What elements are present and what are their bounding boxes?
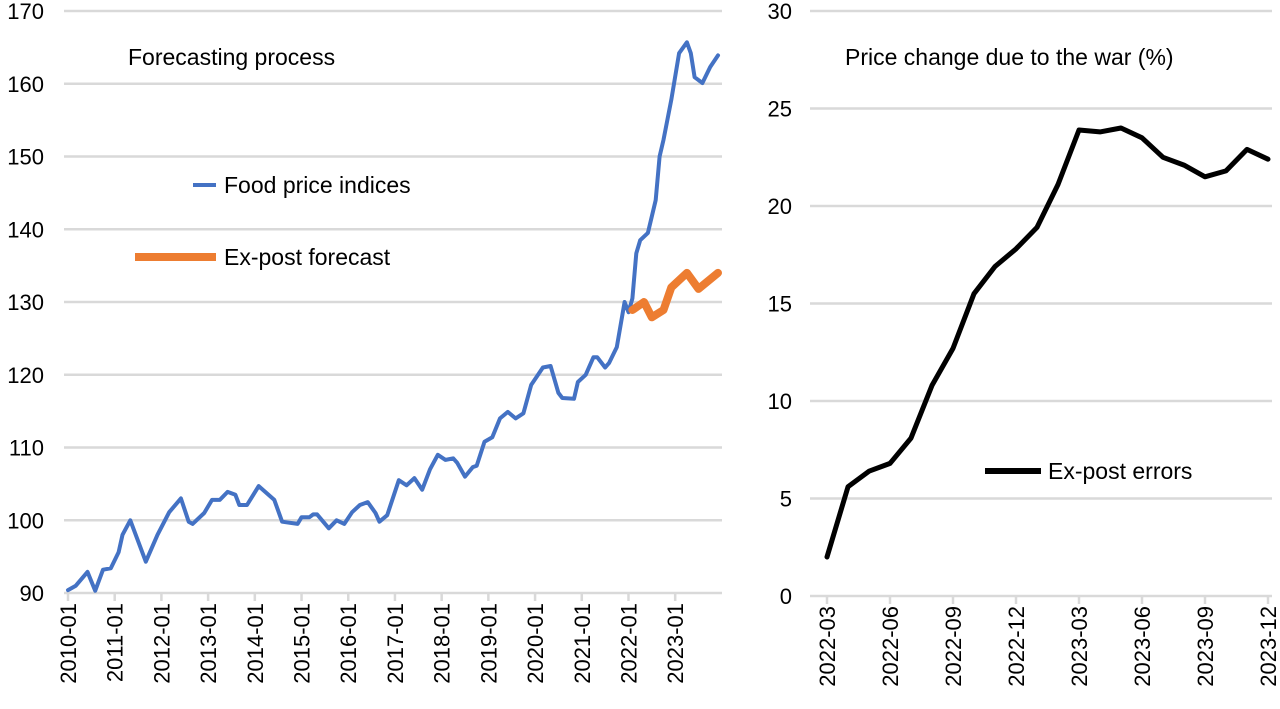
x-tick-label: 2022-09 (941, 606, 966, 687)
series-line-ex-post-errors (824, 125, 1271, 560)
x-tick-label: 2015-01 (290, 603, 315, 684)
x-tick-label: 2023-12 (1256, 606, 1280, 687)
x-tick-label: 2017-01 (383, 603, 408, 684)
y-tick-label: 25 (768, 97, 792, 122)
left-chart-title: Forecasting process (128, 44, 335, 70)
x-tick-label: 2011-01 (103, 603, 128, 682)
x-tick-label: 2012-01 (149, 603, 174, 684)
right-chart-title: Price change due to the war (%) (845, 44, 1174, 70)
y-tick-label: 100 (7, 508, 44, 533)
x-tick-label: 2023-06 (1130, 606, 1155, 687)
x-tick-label: 2010-01 (56, 603, 81, 684)
y-tick-label: 170 (7, 0, 44, 24)
series-line-food-price-indices (66, 40, 720, 593)
series-line-ex-post-forecast (628, 268, 722, 322)
x-tick-label: 2022-06 (878, 606, 903, 687)
y-tick-label: 150 (7, 145, 44, 170)
y-tick-label: 5 (780, 487, 792, 512)
x-tick-label: 2014-01 (243, 603, 268, 684)
right-panel: 0 5 10 15 20 25 30 2022-03 2022-06 2022-09 2022-12… (768, 0, 1280, 687)
y-tick-label: 30 (768, 0, 792, 24)
y-tick-label: 10 (768, 389, 792, 414)
x-tick-label: 2021-01 (570, 603, 595, 684)
x-tick-label: 2023-01 (663, 603, 688, 684)
left-panel: 90 100 110 120 130 140 150 160 170 2010-01 2011-01… (7, 0, 722, 684)
x-tick-label: 2013-01 (196, 603, 221, 684)
x-tick-label: 2022-03 (815, 606, 840, 687)
y-tick-label: 140 (7, 217, 44, 242)
x-tick-label: 2022-01 (616, 603, 641, 684)
y-tick-label: 130 (7, 290, 44, 315)
y-tick-label: 15 (768, 292, 792, 317)
x-tick-label: 2016-01 (336, 603, 361, 684)
y-tick-label: 0 (780, 584, 792, 609)
x-tick-label: 2023-03 (1067, 606, 1092, 687)
legend-label-errors: Ex-post errors (1048, 458, 1192, 484)
x-tick-label: 2020-01 (523, 603, 548, 684)
y-tick-label: 160 (7, 72, 44, 97)
x-tick-label: 2022-12 (1004, 606, 1029, 687)
y-tick-label: 20 (768, 194, 792, 219)
y-tick-label: 110 (9, 436, 44, 461)
x-tick-label: 2019-01 (476, 603, 501, 684)
y-tick-label: 120 (7, 363, 44, 388)
legend-label-food-price: Food price indices (224, 172, 411, 198)
x-tick-label: 2018-01 (430, 603, 455, 684)
y-tick-label: 90 (20, 581, 44, 606)
legend-label-forecast: Ex-post forecast (224, 244, 391, 270)
x-tick-label: 2023-09 (1193, 606, 1218, 687)
